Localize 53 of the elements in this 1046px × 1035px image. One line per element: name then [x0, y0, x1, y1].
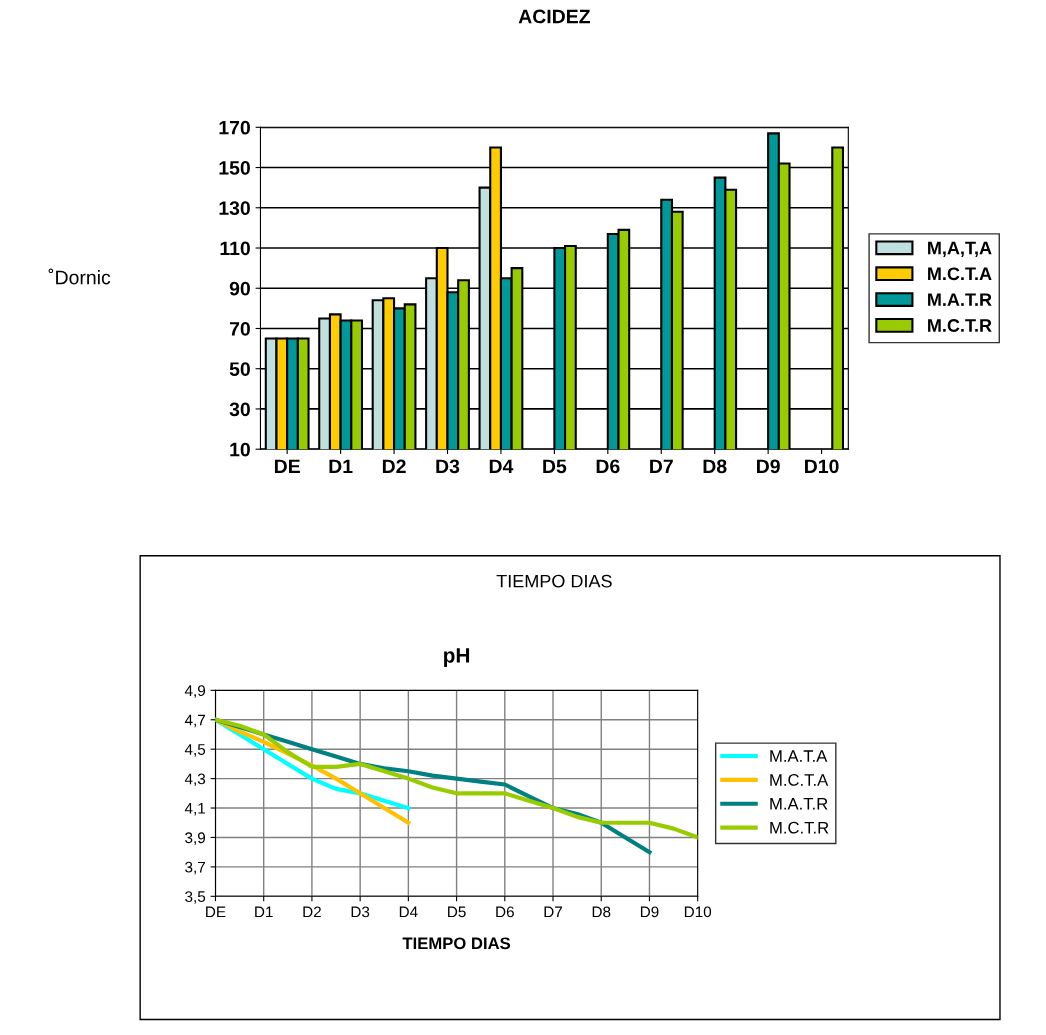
y-tick-label: 3,9	[185, 832, 206, 845]
x-tick-label: D2	[382, 459, 406, 473]
y-tick-label: 4,5	[184, 744, 206, 757]
x-tick-label: D9	[640, 906, 659, 918]
x-tick-label: D8	[592, 906, 611, 918]
x-tick-label: DE	[206, 906, 226, 918]
legend-label: M.C.T.R	[928, 319, 992, 332]
y-tick-label: 3,7	[185, 861, 205, 875]
x-tick-label: D5	[448, 906, 466, 918]
x-tick-label: D4	[489, 459, 514, 473]
legend-label: M.C.T.A	[928, 267, 992, 281]
x-axis-title: TIEMPO DIAS	[496, 574, 612, 588]
x-tick-label: D7	[650, 459, 673, 473]
legend-label: M.C.T.A	[770, 774, 829, 786]
chart-title: ACIDEZ	[518, 9, 591, 24]
x-tick-label: D3	[351, 906, 370, 918]
x-tick-label: D8	[703, 459, 727, 474]
y-tick-label: 4,9	[184, 685, 206, 698]
y-tick-label: 70	[229, 321, 250, 336]
legend-label: M.A.T.A	[770, 750, 828, 762]
x-tick-label: DE	[274, 459, 300, 473]
x-tick-label: D4	[399, 906, 418, 918]
legend-label: M.C.T.R	[770, 821, 829, 834]
y-tick-label: 130	[219, 201, 250, 216]
legend-label: M,A,T,A	[928, 241, 992, 257]
y-tick-label: 3,5	[185, 891, 206, 904]
y-tick-label: 90	[229, 281, 250, 296]
legend-label: M.A.T.R	[928, 293, 992, 306]
x-axis-title: TIEMPO DIAS	[402, 937, 511, 950]
legend-label: M.A.T.R	[770, 798, 828, 810]
x-tick-label: D10	[805, 459, 839, 474]
y-tick-label: 10	[230, 442, 250, 457]
y-tick-label: 150	[219, 161, 250, 175]
x-tick-label: D10	[684, 906, 712, 918]
x-tick-label: D6	[596, 459, 620, 474]
x-tick-label: D7	[544, 906, 563, 918]
y-tick-label: 30	[229, 402, 250, 417]
y-tick-label: 4,7	[184, 714, 205, 728]
y-axis-title: ˚Dornic	[48, 268, 111, 285]
chart-title: pH	[444, 648, 470, 667]
x-tick-label: D3	[436, 459, 460, 474]
line-series	[215, 717, 698, 840]
x-tick-label: D9	[757, 459, 780, 474]
y-tick-label: 4,3	[184, 773, 206, 787]
x-tick-label: D6	[496, 906, 514, 918]
x-tick-label: D1	[255, 906, 273, 918]
y-tick-label: 110	[220, 241, 250, 256]
x-tick-label: D2	[303, 906, 321, 918]
y-tick-label: 50	[229, 362, 250, 376]
x-tick-label: D1	[329, 459, 353, 473]
y-tick-label: 170	[219, 120, 250, 135]
x-tick-label: D5	[543, 459, 567, 474]
y-tick-label: 4,1	[184, 803, 206, 816]
